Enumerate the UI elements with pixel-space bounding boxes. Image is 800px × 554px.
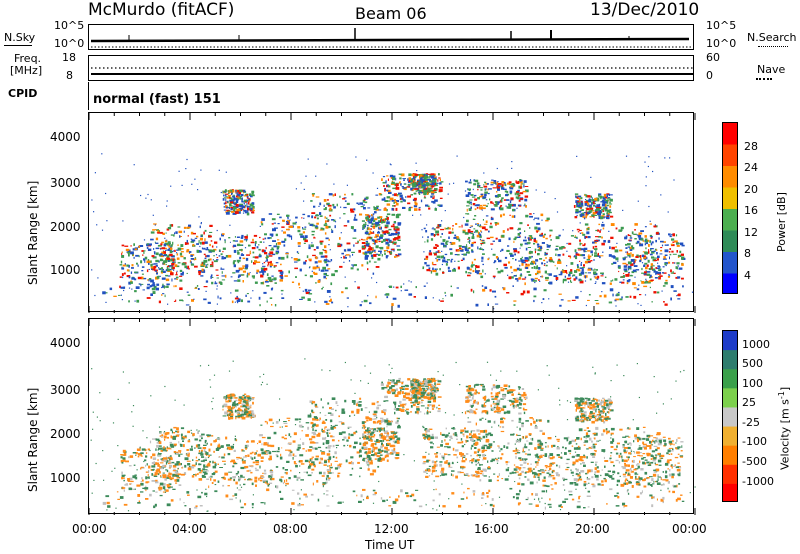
power-cbar-segment-1 xyxy=(723,144,737,167)
nsearch-legend-line xyxy=(758,46,788,47)
freq-unit: [MHz] xyxy=(10,64,43,77)
nsearch-tick-high: 10^5 xyxy=(706,19,737,32)
velocity-cbar-label: Velocity [m s-1] xyxy=(777,386,792,470)
vel-cbar-segment-3 xyxy=(723,388,737,408)
freq-label: Freq. xyxy=(14,52,42,65)
power-cbar-tick-28: 28 xyxy=(744,140,758,153)
date-title: 13/Dec/2010 xyxy=(590,0,700,20)
nave-legend-line xyxy=(756,78,772,80)
cpid-label: CPID xyxy=(8,87,38,100)
xtick-2: 08:00 xyxy=(273,522,308,536)
nave-label: Nave xyxy=(757,63,786,76)
power-ylabel: Slant Range [km] xyxy=(26,180,40,285)
power-cbar-segment-3 xyxy=(723,187,737,210)
velocity-ytick-3000: 3000 xyxy=(50,383,81,397)
power-panel xyxy=(88,112,696,313)
nsky-legend-line xyxy=(4,45,32,46)
power-heatmap xyxy=(88,113,696,313)
xtick-0: 00:00 xyxy=(72,522,107,536)
nsearch-label: N.Search xyxy=(747,31,797,44)
velocity-colorbar-fill xyxy=(723,331,737,501)
power-cbar-tick-24: 24 xyxy=(744,161,758,174)
power-cbar-segment-0 xyxy=(723,123,737,145)
vel-cbar-tick-1000: 1000 xyxy=(742,338,770,351)
power-cbar-tick-12: 12 xyxy=(744,226,758,239)
vel-cbar-segment-7 xyxy=(723,464,737,485)
xtick-5: 20:00 xyxy=(575,522,610,536)
xlabel: Time UT xyxy=(365,538,415,552)
nave-tick-high: 60 xyxy=(706,51,720,64)
freq-tick-high: 18 xyxy=(62,51,76,64)
vel-cbar-segment-2 xyxy=(723,369,737,389)
power-ytick-3000: 3000 xyxy=(50,176,81,190)
xtick-6: 00:00 xyxy=(672,522,707,536)
vel-cbar-tick-m500: -500 xyxy=(742,455,767,468)
xtick-1: 04:00 xyxy=(172,522,207,536)
vel-cbar-tick-m1000: -1000 xyxy=(742,475,774,488)
nsky-trace xyxy=(90,28,693,48)
power-ytick-4000: 4000 xyxy=(50,130,81,144)
vel-cbar-segment-0 xyxy=(723,331,737,351)
power-ytick-2000: 2000 xyxy=(50,220,81,234)
vel-cbar-tick-100: 100 xyxy=(742,377,763,390)
velocity-panel xyxy=(88,318,696,515)
vel-cbar-segment-1 xyxy=(723,350,737,370)
freq-tick-low: 8 xyxy=(66,69,73,82)
nsearch-tick-low: 10^0 xyxy=(706,37,737,50)
beam-title: Beam 06 xyxy=(355,4,427,23)
velocity-colorbar xyxy=(722,330,738,502)
velocity-heatmap xyxy=(88,319,696,515)
vel-cbar-segment-5 xyxy=(723,426,737,447)
vel-cbar-segment-6 xyxy=(723,445,737,466)
power-cbar-segment-6 xyxy=(723,252,737,274)
velocity-ytick-2000: 2000 xyxy=(50,427,81,441)
power-cbar-segment-5 xyxy=(723,230,737,253)
power-cbar-tick-4: 4 xyxy=(744,269,751,282)
freq-panel xyxy=(88,55,694,81)
nsky-tick-low: 10^0 xyxy=(54,37,85,50)
power-cbar-label: Power [dB] xyxy=(775,192,788,252)
nave-tick-low: 0 xyxy=(706,69,713,82)
velocity-cbar-label-sup: -1 xyxy=(777,391,786,400)
power-colorbar-fill xyxy=(723,123,737,293)
power-colorbar xyxy=(722,122,738,294)
power-cbar-tick-20: 20 xyxy=(744,183,758,196)
power-cbar-segment-7 xyxy=(723,273,737,293)
freq-trace xyxy=(91,67,693,75)
nsky-tick-high: 10^5 xyxy=(54,19,85,32)
power-cbar-segment-2 xyxy=(723,166,737,188)
vel-cbar-tick-m25: -25 xyxy=(742,416,760,429)
station-title: McMurdo (fitACF) xyxy=(88,0,235,20)
velocity-ytick-1000: 1000 xyxy=(50,471,81,485)
nsky-label: N.Sky xyxy=(4,31,36,44)
power-cbar-tick-16: 16 xyxy=(744,204,758,217)
vel-cbar-tick-500: 500 xyxy=(742,357,763,370)
power-cbar-segment-4 xyxy=(723,209,737,231)
vel-cbar-segment-4 xyxy=(723,407,737,428)
vel-cbar-tick-m100: -100 xyxy=(742,435,767,448)
velocity-ytick-4000: 4000 xyxy=(50,336,81,350)
cpid-panel xyxy=(88,82,694,110)
cpid-value: normal (fast) 151 xyxy=(93,92,221,107)
xtick-4: 16:00 xyxy=(474,522,509,536)
power-ytick-1000: 1000 xyxy=(50,263,81,277)
nsky-panel xyxy=(88,24,694,50)
vel-cbar-segment-8 xyxy=(723,483,737,501)
velocity-ylabel: Slant Range [km] xyxy=(26,387,40,492)
vel-cbar-tick-25: 25 xyxy=(742,396,756,409)
xtick-3: 12:00 xyxy=(374,522,409,536)
power-cbar-tick-8: 8 xyxy=(744,247,751,260)
